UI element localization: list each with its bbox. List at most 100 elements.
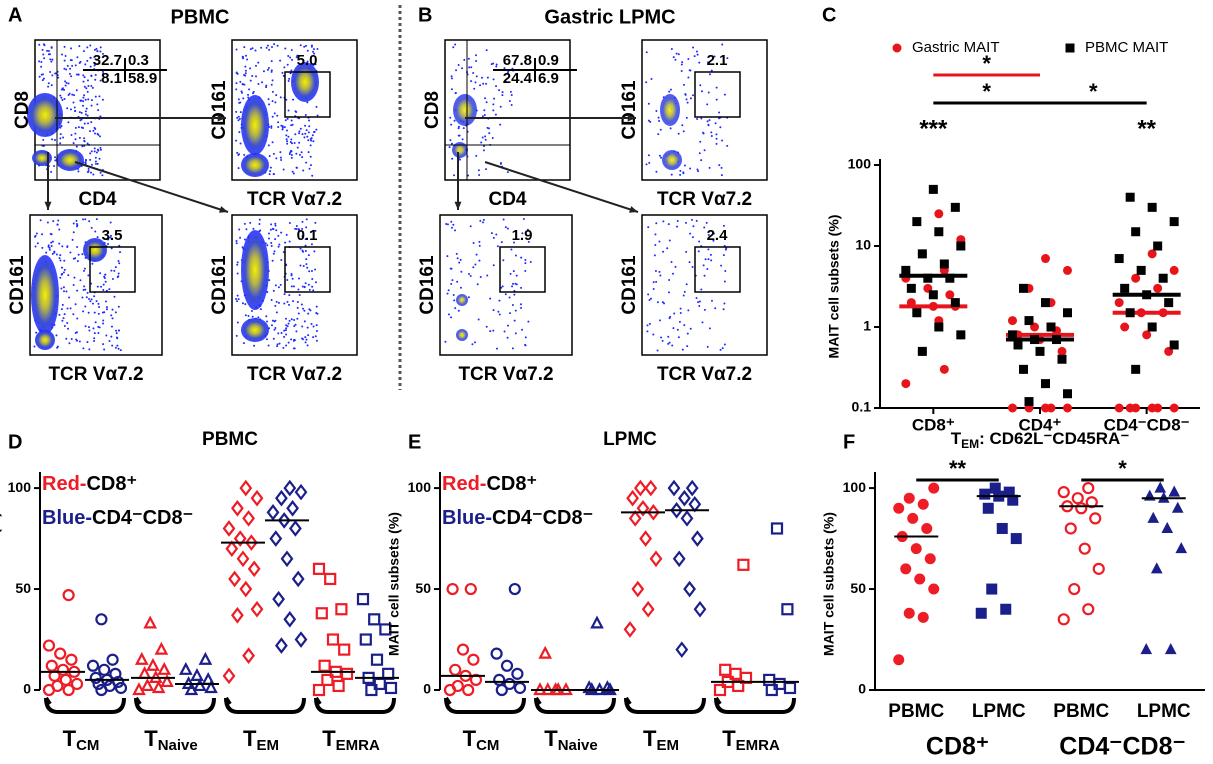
event-dot — [110, 234, 113, 237]
event-dot — [476, 283, 479, 286]
event-dot — [75, 145, 78, 148]
event-dot — [515, 274, 518, 277]
event-dot — [43, 57, 46, 60]
event-dot — [455, 252, 458, 255]
event-dot — [280, 259, 283, 262]
point — [324, 572, 337, 586]
point — [56, 663, 70, 676]
event-dot — [697, 301, 700, 304]
flow-ylabel: CD161 — [209, 255, 230, 315]
event-dot — [706, 267, 709, 270]
event-dot — [87, 167, 90, 170]
event-dot — [94, 74, 97, 77]
event-dot — [299, 127, 302, 130]
point — [326, 633, 340, 646]
event-dot — [696, 118, 699, 121]
point — [763, 673, 776, 687]
point — [903, 492, 915, 504]
event-dot — [277, 332, 280, 335]
event-dot — [241, 302, 244, 305]
event-dot — [475, 54, 478, 57]
event-dot — [687, 309, 690, 312]
event-dot — [74, 331, 77, 334]
event-dot — [47, 82, 50, 85]
event-dot — [481, 115, 484, 118]
event-dot — [658, 154, 661, 157]
event-dot — [272, 289, 275, 292]
point — [1120, 322, 1130, 332]
event-dot — [672, 327, 675, 330]
event-dot — [492, 78, 495, 81]
event-dot — [479, 84, 482, 87]
point — [683, 580, 696, 598]
group-label: CD4⁻CD8⁻ — [1059, 733, 1185, 761]
event-dot — [309, 144, 312, 147]
event-dot — [671, 272, 674, 275]
category-brace — [314, 696, 396, 714]
event-dot — [236, 300, 239, 303]
event-dot — [40, 65, 43, 68]
event-dot — [272, 173, 275, 176]
event-dot — [520, 256, 523, 259]
event-dot — [288, 294, 291, 297]
event-dot — [42, 138, 45, 141]
event-dot — [700, 288, 703, 291]
event-dot — [656, 349, 659, 352]
event-dot — [64, 84, 67, 87]
point — [1041, 379, 1050, 389]
event-dot — [506, 336, 509, 339]
event-dot — [86, 291, 89, 294]
event-dot — [462, 127, 465, 130]
point — [1168, 485, 1181, 497]
event-dot — [291, 170, 294, 173]
point — [1089, 512, 1102, 525]
event-dot — [66, 107, 69, 110]
point — [222, 520, 236, 537]
event-dot — [299, 44, 302, 47]
event-dot — [84, 218, 87, 221]
category-brace — [134, 696, 216, 714]
event-dot — [488, 132, 491, 135]
flow-ylabel: CD161 — [209, 80, 230, 140]
event-dot — [678, 320, 681, 323]
event-dot — [306, 326, 309, 329]
event-dot — [313, 52, 316, 55]
point — [456, 643, 470, 656]
event-dot — [658, 270, 661, 273]
event-dot — [661, 301, 664, 304]
event-dot — [74, 303, 77, 306]
event-dot — [46, 221, 49, 224]
event-dot — [86, 114, 89, 117]
y-tick-label: 50 — [15, 580, 31, 596]
event-dot — [657, 116, 660, 119]
event-dot — [290, 318, 293, 321]
gate-value: 1.9 — [512, 227, 533, 244]
event-dot — [450, 77, 453, 80]
event-dot — [54, 72, 57, 75]
event-dot — [704, 258, 707, 261]
point — [231, 606, 244, 624]
point — [1120, 283, 1130, 293]
event-dot — [290, 156, 293, 159]
point — [59, 673, 72, 687]
event-dot — [59, 276, 62, 279]
event-dot — [83, 122, 86, 125]
event-dot — [287, 135, 290, 138]
y-tick-label: 50 — [415, 580, 431, 596]
event-dot — [456, 280, 459, 283]
event-dot — [304, 282, 307, 285]
event-dot — [35, 232, 38, 235]
event-dot — [291, 277, 294, 280]
event-dot — [714, 307, 717, 310]
point — [934, 227, 944, 237]
event-dot — [285, 98, 288, 101]
x-tick-label: TEM — [643, 726, 679, 754]
point — [1147, 322, 1157, 332]
event-dot — [267, 344, 270, 347]
event-dot — [41, 79, 44, 82]
event-dot — [106, 308, 109, 311]
event-dot — [445, 223, 448, 226]
event-dot — [295, 152, 298, 155]
event-dot — [241, 246, 244, 249]
event-dot — [271, 115, 274, 118]
